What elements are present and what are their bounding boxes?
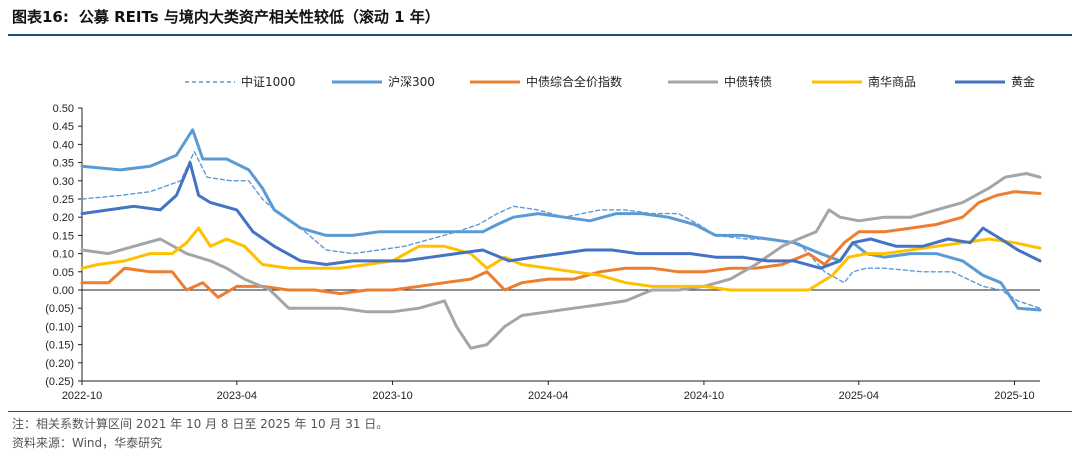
y-tick-label: (0.05) bbox=[45, 303, 74, 315]
series-line-1 bbox=[80, 128, 1042, 312]
x-tick-label: 2023-04 bbox=[217, 390, 257, 402]
chart-note: 注：相关系数计算区间 2021 年 10 月 8 日至 2025 年 10 月 … bbox=[12, 417, 389, 431]
x-tick-label: 2024-10 bbox=[684, 390, 724, 402]
figure-title-text: 公募 REITs 与境内大类资产相关性较低（滚动 1 年） bbox=[78, 8, 440, 26]
footer-rule bbox=[8, 411, 1072, 412]
series-line-0 bbox=[81, 150, 1041, 309]
y-tick-label: (0.15) bbox=[45, 340, 74, 352]
y-tick-label: 0.35 bbox=[53, 158, 74, 170]
title-rule bbox=[8, 34, 1072, 36]
y-tick-label: 0.30 bbox=[53, 176, 74, 188]
x-tick-label: 2025-10 bbox=[994, 390, 1034, 402]
series-line-5 bbox=[80, 161, 1042, 270]
y-tick-label: 0.05 bbox=[53, 267, 74, 279]
y-tick-label: 0.15 bbox=[53, 230, 74, 242]
y-tick-label: (0.10) bbox=[45, 321, 74, 333]
chart-source: 资料来源：Wind，华泰研究 bbox=[12, 436, 163, 450]
y-tick-label: 0.50 bbox=[53, 103, 74, 115]
legend-label-5: 黄金 bbox=[1011, 74, 1035, 89]
series-line-3 bbox=[80, 172, 1042, 350]
y-tick-label: 0.45 bbox=[53, 121, 74, 133]
legend-label-2: 中债综合全价指数 bbox=[526, 74, 622, 89]
y-tick-label: (0.25) bbox=[45, 376, 74, 388]
x-tick-label: 2025-04 bbox=[839, 390, 879, 402]
x-tick-label: 2024-04 bbox=[528, 390, 568, 402]
figure-title: 图表16: 公募 REITs 与境内大类资产相关性较低（滚动 1 年） bbox=[12, 6, 440, 27]
legend-label-1: 沪深300 bbox=[388, 75, 435, 89]
x-tick-label: 2023-10 bbox=[372, 390, 412, 402]
y-tick-label: 0.40 bbox=[53, 139, 74, 151]
figure-label: 图表16: bbox=[12, 8, 69, 26]
y-tick-label: 0.20 bbox=[53, 212, 74, 224]
legend-label-4: 南华商品 bbox=[868, 74, 916, 89]
series-line-2 bbox=[80, 190, 1042, 299]
x-tick-label: 2022-10 bbox=[62, 390, 102, 402]
y-tick-label: 0.10 bbox=[53, 249, 74, 261]
legend-label-0: 中证1000 bbox=[241, 74, 296, 89]
y-tick-label: 0.00 bbox=[53, 285, 74, 297]
legend-label-3: 中债转债 bbox=[724, 74, 772, 89]
series-line-4 bbox=[80, 226, 1042, 292]
y-tick-label: 0.25 bbox=[53, 194, 74, 206]
y-tick-label: (0.20) bbox=[45, 358, 74, 370]
